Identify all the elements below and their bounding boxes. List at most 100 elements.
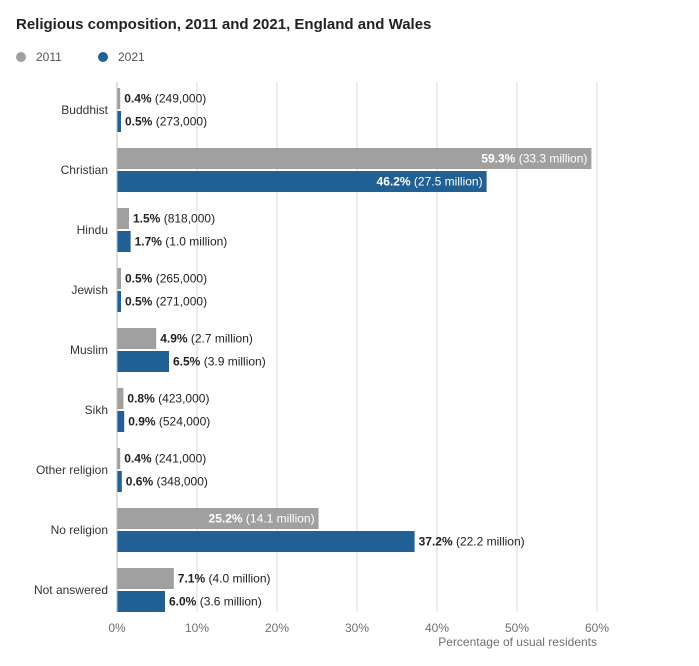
bar-2011-jewish	[117, 268, 121, 289]
count-label: (4.0 million)	[205, 572, 270, 586]
bar-2021-hindu	[117, 231, 131, 252]
x-tick-label: 20%	[265, 621, 289, 635]
category-label-other-religion: Other religion	[36, 463, 108, 477]
bar-layer	[117, 88, 592, 612]
x-tick-label: 40%	[425, 621, 449, 635]
category-label-no-religion: No religion	[51, 523, 108, 537]
legend-item-2021: 2021	[98, 49, 145, 64]
value-label: 0.5%	[125, 295, 153, 309]
bar-2011-sikh	[117, 388, 124, 409]
data-label-2021-jewish: 0.5% (271,000)	[125, 295, 207, 309]
data-label-2021-muslim: 6.5% (3.9 million)	[173, 355, 266, 369]
category-label-jewish: Jewish	[71, 283, 108, 297]
count-label: (818,000)	[160, 212, 215, 226]
value-label: 1.7%	[135, 235, 163, 249]
category-label-muslim: Muslim	[70, 343, 108, 357]
data-label-2021-other-religion: 0.6% (348,000)	[126, 475, 208, 489]
x-tick-label: 50%	[505, 621, 529, 635]
value-label: 0.6%	[126, 475, 154, 489]
value-label: 1.5%	[133, 212, 161, 226]
category-label-sikh: Sikh	[85, 403, 108, 417]
bar-2011-no-religion	[117, 508, 319, 529]
count-label: (524,000)	[156, 415, 211, 429]
bar-2021-other-religion	[117, 471, 122, 492]
value-label: 0.5%	[125, 115, 153, 129]
count-label: (2.7 million)	[188, 332, 253, 346]
axis-layer: 0% 10% 20% 30% 40% 50% 60%Percentage of usual …	[34, 82, 609, 649]
bar-2021-not-answered	[117, 591, 165, 612]
data-label-2021-buddhist: 0.5% (273,000)	[125, 115, 207, 129]
count-label: (271,000)	[152, 295, 207, 309]
count-label: (348,000)	[153, 475, 208, 489]
count-label: (249,000)	[152, 92, 207, 106]
bar-2021-no-religion	[117, 531, 415, 552]
data-label-2011-no-religion: 25.2% (14.1 million)	[209, 512, 315, 526]
label-layer: 0.4% (249,000) 0.5% (273,000) 59.3% (33.3 …	[124, 92, 587, 609]
count-label: (273,000)	[152, 115, 207, 129]
x-axis-title: Percentage of usual residents	[438, 635, 597, 649]
legend-label-2021: 2021	[118, 49, 145, 64]
count-label: (14.1 million)	[243, 512, 315, 526]
value-label: 4.9%	[160, 332, 188, 346]
bar-2011-christian	[117, 148, 592, 169]
data-label-2021-sikh: 0.9% (524,000)	[128, 415, 210, 429]
data-label-2021-christian: 46.2% (27.5 million)	[377, 175, 483, 189]
bar-2011-buddhist	[117, 88, 121, 109]
data-label-2021-not-answered: 6.0% (3.6 million)	[169, 595, 262, 609]
value-label: 0.4%	[124, 92, 152, 106]
legend-label-2011: 2011	[36, 49, 62, 64]
data-label-2011-christian: 59.3% (33.3 million)	[481, 152, 587, 166]
category-label-buddhist: Buddhist	[61, 103, 108, 117]
legend-item-2011: 2011	[16, 49, 62, 64]
data-label-2021-no-religion: 37.2% (22.2 million)	[419, 535, 525, 549]
value-label: 37.2%	[419, 535, 453, 549]
count-label: (22.2 million)	[453, 535, 525, 549]
value-label: 6.5%	[173, 355, 201, 369]
data-label-2011-jewish: 0.5% (265,000)	[125, 272, 207, 286]
count-label: (27.5 million)	[411, 175, 483, 189]
category-label-hindu: Hindu	[77, 223, 108, 237]
bar-2011-muslim	[117, 328, 157, 349]
bar-2021-muslim	[117, 351, 169, 372]
count-label: (241,000)	[152, 452, 207, 466]
count-label: (3.9 million)	[200, 355, 265, 369]
value-label: 0.8%	[127, 392, 155, 406]
data-label-2011-not-answered: 7.1% (4.0 million)	[178, 572, 271, 586]
value-label: 25.2%	[209, 512, 243, 526]
bar-2021-sikh	[117, 411, 125, 432]
legend-swatch-2011	[16, 51, 26, 62]
bar-2011-not-answered	[117, 568, 174, 589]
count-label: (265,000)	[152, 272, 207, 286]
count-label: (33.3 million)	[515, 152, 587, 166]
legend-swatch-2021	[98, 51, 108, 62]
bar-2021-christian	[117, 171, 487, 192]
chart-title: Religious composition, 2011 and 2021, En…	[16, 16, 432, 33]
value-label: 6.0%	[169, 595, 197, 609]
data-label-2021-hindu: 1.7% (1.0 million)	[135, 235, 228, 249]
value-label: 0.9%	[128, 415, 156, 429]
bar-2011-other-religion	[117, 448, 121, 469]
value-label: 0.4%	[124, 452, 152, 466]
data-label-2011-sikh: 0.8% (423,000)	[127, 392, 209, 406]
value-label: 46.2%	[377, 175, 411, 189]
count-label: (1.0 million)	[162, 235, 227, 249]
count-label: (423,000)	[155, 392, 210, 406]
x-tick-label: 60%	[585, 621, 609, 635]
value-label: 7.1%	[178, 572, 206, 586]
count-label: (3.6 million)	[196, 595, 261, 609]
value-label: 0.5%	[125, 272, 153, 286]
bar-2021-jewish	[117, 291, 121, 312]
bar-2021-buddhist	[117, 111, 121, 132]
category-label-christian: Christian	[61, 163, 108, 177]
data-label-2011-buddhist: 0.4% (249,000)	[124, 92, 206, 106]
value-label: 59.3%	[481, 152, 515, 166]
x-tick-label: 10%	[185, 621, 209, 635]
data-label-2011-hindu: 1.5% (818,000)	[133, 212, 215, 226]
data-label-2011-muslim: 4.9% (2.7 million)	[160, 332, 253, 346]
data-label-2011-other-religion: 0.4% (241,000)	[124, 452, 206, 466]
x-tick-label: 0%	[108, 621, 126, 635]
bar-2011-hindu	[117, 208, 129, 229]
category-label-not-answered: Not answered	[34, 583, 108, 597]
